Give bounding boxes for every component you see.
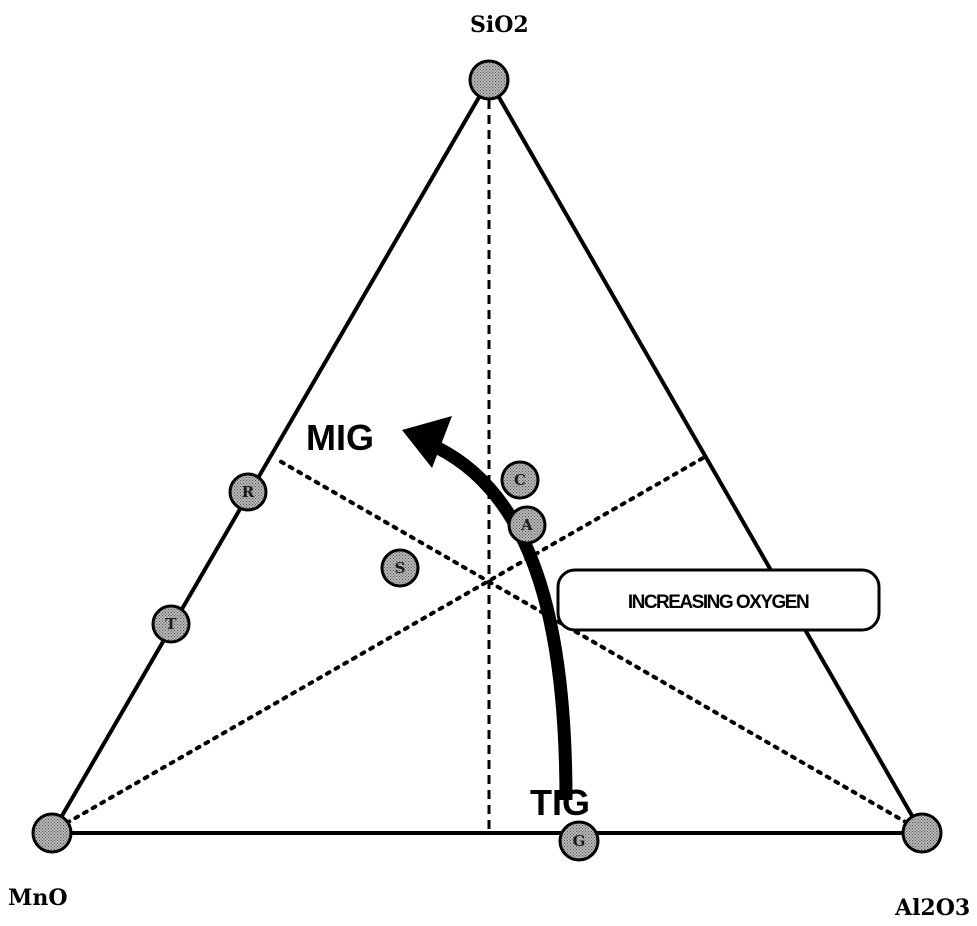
vertex-circle-sio2 <box>468 59 510 101</box>
marker-s: S <box>380 548 420 588</box>
mig-label: MIG <box>306 417 374 458</box>
median-line-right <box>276 458 918 830</box>
marker-r-letter: R <box>242 483 255 501</box>
triangle-edge-left <box>50 78 491 835</box>
oxygen-trend-arrow <box>435 442 573 801</box>
marker-a-letter: A <box>520 516 533 534</box>
increasing-oxygen-box <box>556 568 881 632</box>
marker-c: C <box>500 460 540 500</box>
vertex-circle-mno <box>31 812 73 854</box>
marker-s-letter: S <box>395 559 406 577</box>
marker-r: R <box>228 472 268 512</box>
vertex-circle-al2o3 <box>901 812 943 854</box>
triangle-edge-right <box>487 79 924 834</box>
marker-a: A <box>507 505 547 545</box>
increasing-oxygen-label: INCREASING OXYGEN <box>628 592 809 613</box>
marker-g: G <box>558 820 600 862</box>
median-line-left <box>56 456 705 830</box>
arrow-head-icon <box>402 416 452 468</box>
vertex-label-mno: MnO <box>8 885 68 911</box>
vertex-label-al2o3: Al2O3 <box>894 895 970 921</box>
marker-g-letter: G <box>573 832 586 850</box>
marker-t: T <box>151 604 191 644</box>
tig-label: TIG <box>530 782 590 823</box>
vertex-label-sio2: SiO2 <box>470 12 529 38</box>
marker-t-letter: T <box>165 615 177 633</box>
marker-c-letter: C <box>514 471 526 489</box>
